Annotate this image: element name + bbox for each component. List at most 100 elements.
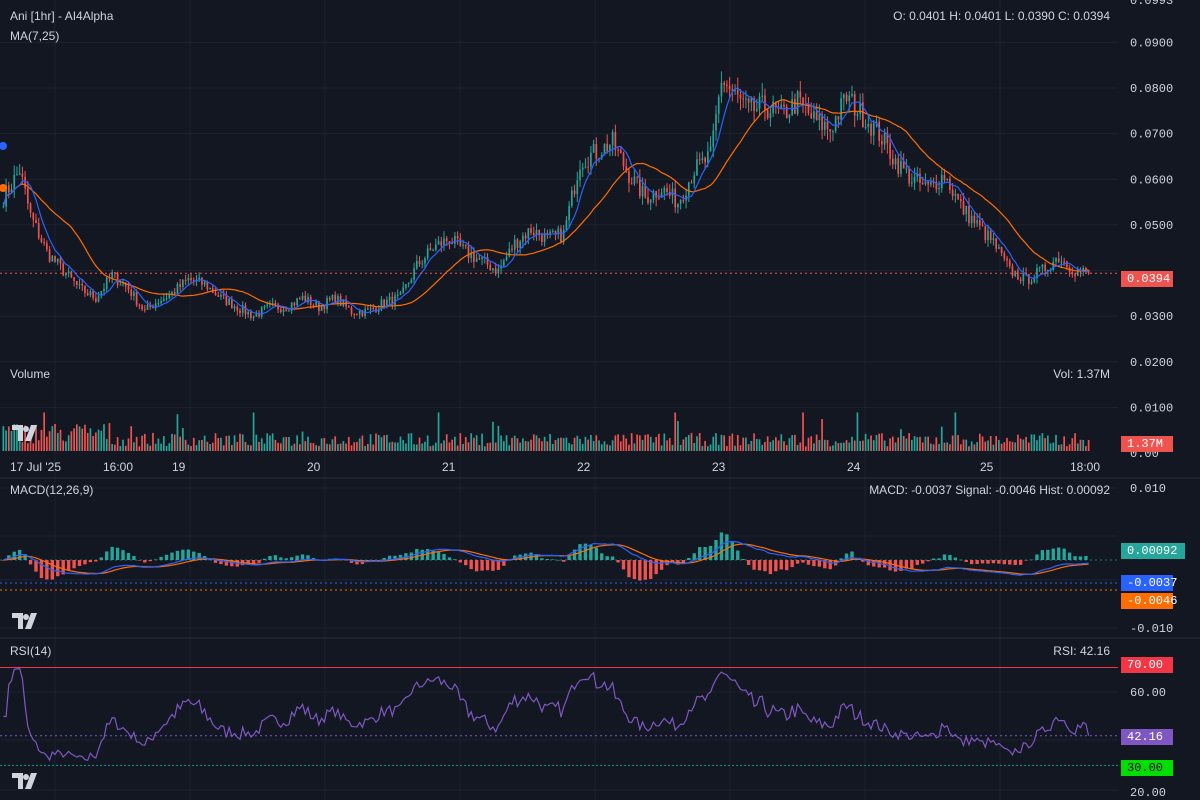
tradingview-logo-icon (12, 424, 42, 442)
macd-histogram-bar (344, 560, 348, 561)
macd-readout: MACD: -0.0037 Signal: -0.0046 Hist: 0.00… (869, 483, 1110, 497)
volume-bar (894, 442, 897, 451)
candle-body (1060, 261, 1063, 263)
macd-histogram-bar (94, 560, 98, 562)
macd-histogram-bar (567, 555, 571, 560)
volume-bar (641, 439, 644, 451)
volume-bar (1071, 438, 1074, 451)
volume-bar (603, 441, 606, 451)
candle-body (840, 98, 842, 120)
time-axis-label: 20 (307, 460, 321, 474)
volume-bar (154, 443, 157, 451)
volume-bar (541, 441, 543, 451)
candle-body (978, 220, 981, 226)
volume-bar (146, 443, 149, 451)
volume-bar (538, 438, 541, 451)
candle-body (832, 130, 834, 132)
volume-bar (119, 446, 122, 451)
candle-body (448, 241, 451, 244)
volume-bar (413, 444, 415, 451)
volume-bar (633, 443, 636, 451)
volume-bar (250, 445, 252, 451)
macd-histogram-bar (1057, 547, 1061, 560)
candle-body (56, 258, 59, 262)
candle-body (97, 296, 100, 302)
volume-bar (168, 443, 171, 451)
candle-body (391, 296, 394, 306)
macd-hist-tag: 0.00092 (1121, 543, 1185, 559)
candle-body (1063, 261, 1066, 263)
volume-bar (46, 436, 48, 451)
macd-histogram-bar (181, 549, 185, 560)
volume-bar (1038, 435, 1041, 451)
volume-bar (758, 439, 761, 451)
volume-bar (658, 433, 660, 451)
volume-bar (75, 424, 78, 451)
candle-body (1038, 267, 1041, 269)
volume-bar (663, 433, 666, 451)
volume-bar (391, 441, 394, 451)
candle-body (353, 313, 356, 315)
volume-bar (747, 444, 750, 451)
volume-bar (769, 441, 772, 451)
volume-bar (312, 443, 315, 451)
macd-histogram-bar (779, 560, 783, 570)
volume-bar (1055, 434, 1057, 451)
candle-body (405, 284, 407, 288)
volume-bar (334, 436, 337, 451)
volume-bar (581, 444, 584, 451)
macd-histogram-bar (284, 558, 288, 560)
volume-bar (160, 443, 162, 451)
volume-bar (437, 412, 440, 451)
volume-bar (728, 436, 731, 451)
macd-histogram-bar (937, 558, 941, 560)
volume-bar (111, 443, 114, 451)
macd-histogram-bar (785, 560, 789, 571)
candle-body (701, 157, 704, 161)
volume-bar (176, 414, 179, 451)
volume-bar (318, 445, 320, 451)
macd-histogram-bar (1040, 550, 1045, 560)
volume-bar (579, 438, 581, 451)
volume-bar (742, 437, 745, 451)
candle-body (709, 146, 712, 152)
volume-bar (201, 439, 203, 451)
candle-body (179, 284, 182, 287)
rsi-label: RSI(14) (10, 644, 52, 658)
macd-histogram-bar (137, 560, 142, 561)
candle-body (459, 238, 462, 246)
macd-histogram-bar (839, 558, 843, 560)
ohlc-readout: O: 0.0401 H: 0.0401 L: 0.0390 C: 0.0394 (893, 9, 1110, 23)
volume-bar (549, 433, 551, 451)
candle-body (473, 253, 475, 262)
macd-histogram-bar (659, 560, 664, 570)
volume-bar (970, 441, 973, 451)
volume-bar (734, 445, 736, 451)
candle-body (592, 144, 595, 153)
candle-body (464, 244, 467, 247)
volume-bar (919, 436, 921, 451)
macd-histogram-bar (545, 559, 550, 560)
candle-body (1000, 247, 1003, 253)
candle-body (241, 305, 244, 313)
volume-bar (415, 444, 418, 451)
macd-histogram-bar (170, 552, 174, 560)
volume-bar (1076, 443, 1079, 451)
candle-body (421, 263, 424, 265)
volume-bar (677, 421, 679, 451)
candle-body (511, 248, 513, 250)
volume-bar (989, 436, 992, 451)
candle-body (856, 113, 859, 116)
candle-body (769, 113, 772, 118)
candle-body (590, 152, 592, 167)
macd-histogram-bar (736, 550, 740, 560)
volume-bar (794, 434, 796, 451)
macd-histogram-bar (7, 555, 11, 560)
candle-body (603, 143, 606, 156)
candle-body (1030, 281, 1033, 284)
candle-body (402, 287, 405, 293)
volume-bar (54, 424, 56, 451)
macd-histogram-bar (387, 555, 392, 560)
volume-bar (978, 433, 981, 451)
